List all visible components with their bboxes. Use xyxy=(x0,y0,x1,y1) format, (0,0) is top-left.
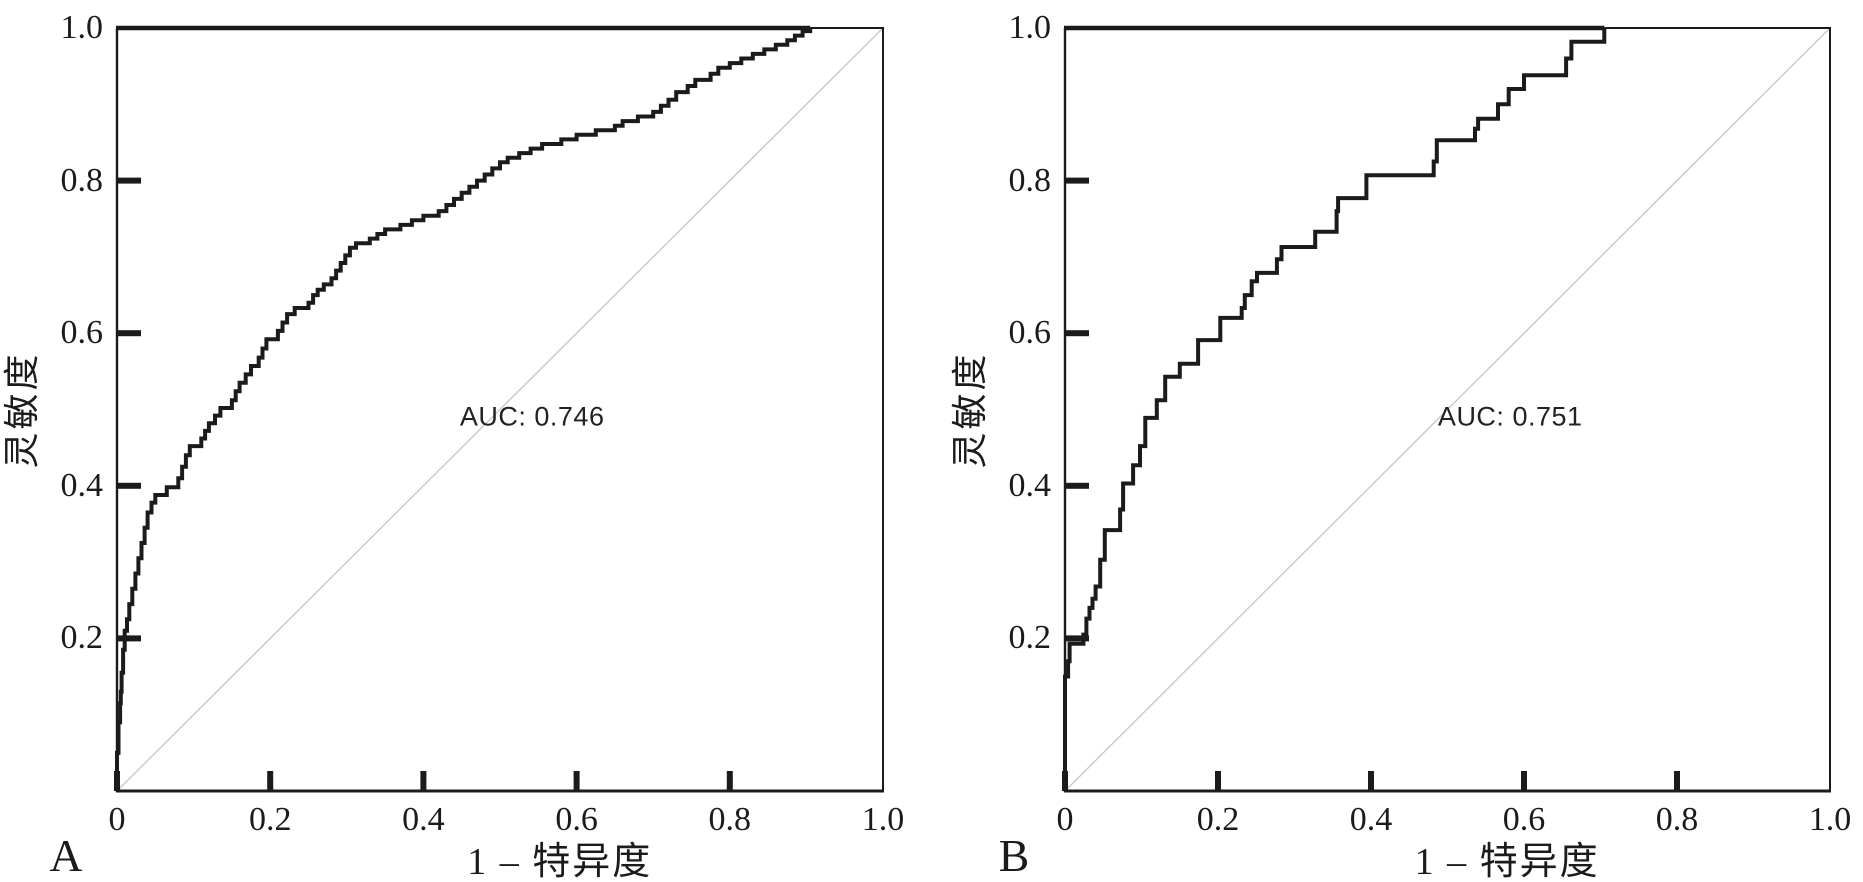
x-tick-label-a: 0.4 xyxy=(402,801,445,838)
x-tick-label-a: 1.0 xyxy=(861,801,905,838)
y-tick-label-b: 0.6 xyxy=(1008,314,1052,352)
x-axis-label-a: 1 – 特异度 xyxy=(467,841,653,882)
y-tick-label-b: 0.2 xyxy=(1008,619,1052,657)
y-tick-label-a: 0.8 xyxy=(60,161,104,199)
y-tick-mark-b xyxy=(1065,635,1089,642)
x-tick-mark-b xyxy=(1521,771,1527,791)
y-tick-mark-a xyxy=(117,482,141,489)
x-tick-label-b: 0 xyxy=(1056,801,1074,838)
y-tick-label-a: 0.4 xyxy=(60,466,104,504)
y-tick-label-b: 0.8 xyxy=(1008,161,1052,199)
x-tick-mark-b xyxy=(1215,771,1221,791)
panel-letter-a: A xyxy=(49,830,83,881)
y-tick-mark-a xyxy=(117,330,141,337)
y-tick-label-a: 0.2 xyxy=(60,619,104,657)
y-axis-label-b: 灵敏度 xyxy=(950,350,990,469)
diagonal-reference-b xyxy=(1064,27,1831,792)
auc-annotation-b: AUC: 0.751 xyxy=(1437,401,1583,432)
x-tick-label-b: 0.6 xyxy=(1502,801,1546,838)
x-tick-mark-a xyxy=(573,771,580,791)
y-tick-mark-b xyxy=(1065,330,1089,337)
x-tick-mark-b xyxy=(1674,771,1680,791)
roc-curve-a xyxy=(115,28,813,791)
auc-annotation-a: AUC: 0.746 xyxy=(459,401,605,432)
y-axis-label-a: 灵敏度 xyxy=(2,350,42,469)
y-tick-label-a: 1.0 xyxy=(60,9,104,46)
x-tick-label-a: 0.2 xyxy=(248,801,292,838)
diagonal-reference-a xyxy=(116,27,884,792)
y-tick-label-b: 1.0 xyxy=(1008,9,1052,46)
x-tick-mark-a xyxy=(726,771,733,791)
x-tick-label-b: 0.2 xyxy=(1196,801,1240,838)
x-tick-label-b: 0.4 xyxy=(1349,801,1393,838)
x-tick-mark-a xyxy=(420,771,427,791)
y-tick-mark-a xyxy=(117,635,141,642)
x-tick-label-b: 0.8 xyxy=(1655,801,1699,838)
y-tick-mark-b xyxy=(1065,177,1089,184)
y-tick-label-a: 0.6 xyxy=(60,314,104,352)
y-tick-label-b: 0.4 xyxy=(1008,466,1052,504)
y-tick-mark-a xyxy=(117,177,141,184)
x-axis-label-b: 1 – 特异度 xyxy=(1414,841,1600,882)
x-tick-label-b: 1.0 xyxy=(1808,801,1852,838)
x-tick-label-a: 0.8 xyxy=(708,801,752,838)
roc-curve-b xyxy=(1063,28,1607,791)
x-tick-mark-b xyxy=(1368,771,1374,791)
x-tick-label-a: 0.6 xyxy=(555,801,598,838)
panel-letter-b: B xyxy=(998,830,1030,881)
x-tick-mark-a xyxy=(267,771,274,791)
y-tick-mark-b xyxy=(1065,482,1089,489)
x-tick-label-a: 0 xyxy=(108,801,126,838)
